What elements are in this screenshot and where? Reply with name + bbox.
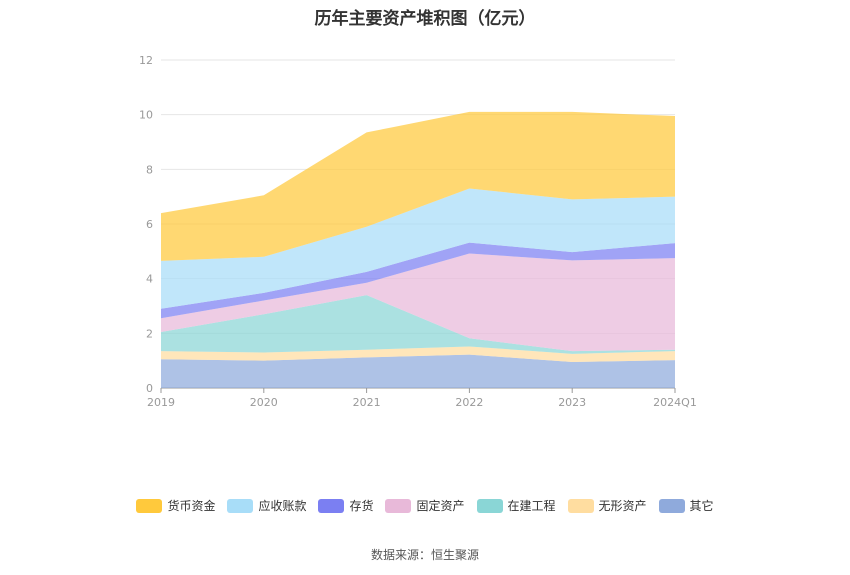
legend-item[interactable]: 固定资产 [385,497,465,514]
legend-label: 应收账款 [258,499,307,513]
area-series-应收账款[interactable] [161,188,675,309]
data-source: 数据来源：恒生聚源 [370,548,479,562]
legend-item[interactable]: 其它 [658,497,714,514]
legend-label: 货币资金 [167,499,216,513]
area-series-固定资产[interactable] [161,253,675,352]
x-tick-label: 2021 [353,396,381,409]
y-tick-label: 8 [146,163,153,176]
y-tick-label: 4 [146,273,153,286]
legend-swatch [567,498,594,513]
legend-label: 在建工程 [507,499,556,513]
legend: 货币资金 应收账款 存货 固定资产 在建工程 无形资产 其它 [0,497,850,514]
area-series [161,111,675,388]
y-tick-label: 6 [146,218,153,231]
legend-item[interactable]: 货币资金 [136,497,215,514]
axes: 0 2 4 6 8 10 12 2019 2020 2021 2022 2023 2024Q1 [139,54,697,409]
area-series-存货[interactable] [161,242,675,319]
x-tick-label: 2024Q1 [653,396,697,409]
chart-title: 历年主要资产堆积图（亿元） [314,9,536,29]
x-tick-label: 2023 [558,396,586,409]
y-tick-label: 0 [146,382,153,395]
legend-label: 其它 [689,499,714,513]
area-series-在建工程[interactable] [161,295,675,354]
legend-swatch [227,498,254,513]
legend-item[interactable]: 应收账款 [227,497,306,514]
legend-swatch [658,498,685,513]
legend-label: 固定资产 [416,499,465,513]
legend-label: 存货 [349,499,374,513]
x-tick-label: 2020 [250,396,278,409]
y-tick-label: 10 [139,109,153,122]
legend-item[interactable]: 在建工程 [476,497,556,514]
area-series-无形资产[interactable] [161,346,675,363]
area-series-货币资金[interactable] [161,111,675,261]
legend-swatch [476,498,503,513]
legend-label: 无形资产 [598,499,647,513]
legend-swatch [136,498,163,513]
y-tick-label: 2 [146,327,153,340]
legend-swatch [385,498,412,513]
x-tick-label: 2019 [147,396,175,409]
y-tick-label: 12 [139,54,153,67]
x-tick-label: 2022 [455,396,483,409]
legend-item[interactable]: 无形资产 [567,497,647,514]
legend-item[interactable]: 存货 [318,497,373,514]
area-series-其它[interactable] [161,354,675,388]
legend-swatch [318,498,345,513]
